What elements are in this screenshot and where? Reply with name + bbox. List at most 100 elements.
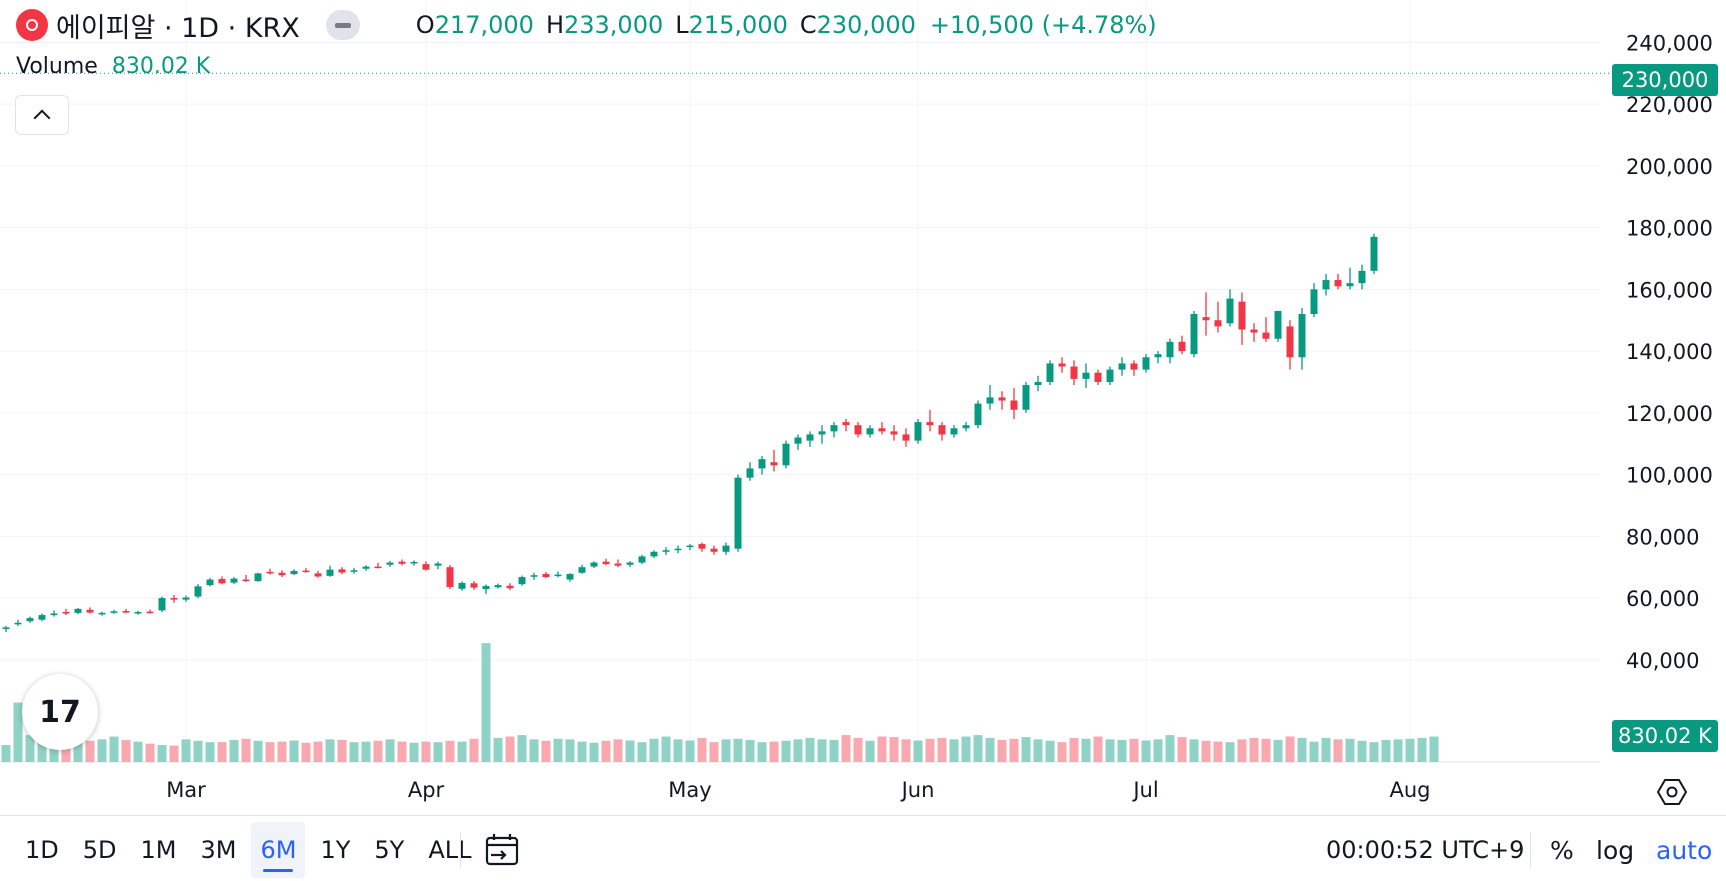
- candle-body: [1202, 317, 1210, 321]
- volume-bar: [1357, 740, 1367, 762]
- volume-bar: [829, 739, 839, 762]
- candle-body: [926, 422, 934, 426]
- volume-bar: [637, 742, 647, 762]
- candle-body: [362, 566, 370, 569]
- candle-body: [986, 397, 994, 404]
- price-axis-label: 80,000: [1626, 525, 1699, 549]
- candle-body: [1310, 289, 1318, 315]
- volume-bar: [1381, 739, 1391, 762]
- range-5d-button[interactable]: 5D: [82, 836, 117, 864]
- range-1y-button[interactable]: 1Y: [320, 836, 351, 864]
- volume-bar: [721, 739, 731, 762]
- volume-label[interactable]: Volume: [16, 54, 98, 79]
- price-chart[interactable]: 40,000 60,000 80,000 100,000 120,000 140,000 1…: [0, 0, 1726, 815]
- symbol-logo-icon[interactable]: [16, 9, 48, 41]
- volume-bar: [1117, 739, 1127, 762]
- candle-body: [26, 618, 34, 622]
- volume-bar: [385, 739, 395, 762]
- volume-bar: [325, 739, 335, 762]
- candle-body: [74, 608, 82, 613]
- candle-body: [650, 551, 658, 557]
- candle-body: [1070, 366, 1078, 379]
- candle-body: [770, 462, 778, 466]
- log-scale-toggle[interactable]: log: [1596, 835, 1635, 865]
- candle-body: [1094, 372, 1102, 382]
- volume-bar: [1081, 738, 1091, 762]
- volume-bar: [1297, 737, 1307, 762]
- volume-bar: [493, 737, 503, 762]
- candle-body: [14, 622, 22, 625]
- range-3m-button[interactable]: 3M: [200, 836, 237, 864]
- volume-bar: [757, 742, 767, 762]
- candle-body: [230, 578, 238, 583]
- high-key: H: [545, 11, 564, 39]
- candle-body: [314, 573, 322, 577]
- range-1m-button[interactable]: 1M: [140, 836, 177, 864]
- candle-body: [86, 609, 94, 613]
- go-to-date-button[interactable]: [482, 830, 522, 870]
- candle-body: [350, 570, 358, 572]
- volume-bar: [853, 737, 863, 762]
- price-axis-label: 100,000: [1626, 464, 1713, 488]
- percent-scale-toggle[interactable]: %: [1550, 835, 1574, 865]
- volume-bar: [937, 737, 947, 762]
- candle-body: [1178, 341, 1186, 352]
- low-value: 215,000: [688, 11, 788, 39]
- range-5y-button[interactable]: 5Y: [374, 836, 405, 864]
- candle-body: [470, 583, 478, 588]
- volume-bar: [1, 745, 11, 762]
- volume-value: 830.02 K: [111, 54, 211, 79]
- volume-bar: [1069, 737, 1079, 762]
- collapse-legend-button[interactable]: [15, 95, 69, 135]
- volume-bar: [553, 738, 563, 762]
- volume-bar: [841, 735, 851, 762]
- volume-bar: [673, 739, 683, 762]
- volume-bar: [1033, 739, 1043, 762]
- volume-bar: [1225, 742, 1235, 762]
- range-all-button[interactable]: ALL: [428, 836, 472, 864]
- auto-scale-toggle[interactable]: auto: [1656, 835, 1713, 865]
- volume-bar: [1417, 737, 1427, 762]
- price-axis-label: 160,000: [1626, 278, 1713, 302]
- candle-body: [1142, 357, 1150, 370]
- timezone-clock[interactable]: 00:00:52 UTC+9: [1326, 836, 1525, 864]
- range-1d-button[interactable]: 1D: [25, 836, 59, 864]
- volume-bar: [1273, 739, 1283, 762]
- symbol-title[interactable]: 에이피알 · 1D · KRX: [56, 12, 300, 44]
- volume-bar: [265, 742, 275, 762]
- volume-bar: [901, 739, 911, 762]
- volume-bar: [601, 740, 611, 762]
- volume-bar: [877, 736, 887, 762]
- candle-body: [554, 574, 562, 577]
- volume-bar: [1057, 742, 1067, 762]
- price-axis-label: 220,000: [1626, 93, 1713, 117]
- candle-body: [758, 459, 766, 469]
- candle-body: [962, 425, 970, 429]
- chart-settings-button[interactable]: [1654, 774, 1690, 810]
- candle-body: [506, 585, 514, 589]
- date-axis-label: Jun: [900, 778, 935, 802]
- candle-body: [1154, 354, 1162, 358]
- volume-bar: [949, 739, 959, 762]
- volume-bar: [577, 741, 587, 762]
- date-range-group: 1D 5D 1M 3M 6M 1Y 5Y ALL: [16, 822, 481, 878]
- volume-bar: [973, 735, 983, 762]
- date-axis-label: Aug: [1389, 778, 1430, 802]
- volume-bar: [1177, 737, 1187, 762]
- candle-body: [938, 425, 946, 435]
- candle-body: [194, 586, 202, 597]
- price-axis-label: 40,000: [1626, 649, 1699, 673]
- volume-bar: [1393, 739, 1403, 762]
- candle-body: [206, 579, 214, 586]
- volume-bar: [85, 740, 95, 762]
- hide-legend-toggle-icon[interactable]: [325, 10, 360, 40]
- range-6m-button[interactable]: 6M: [251, 822, 306, 878]
- tradingview-logo[interactable]: 17: [22, 674, 98, 750]
- volume-bar: [229, 739, 239, 762]
- candle-body: [434, 563, 442, 566]
- volume-bar: [613, 739, 623, 762]
- volume-bar: [25, 735, 35, 762]
- candle-body: [1106, 369, 1114, 382]
- candle-body: [602, 561, 610, 565]
- candle-body: [1214, 320, 1222, 327]
